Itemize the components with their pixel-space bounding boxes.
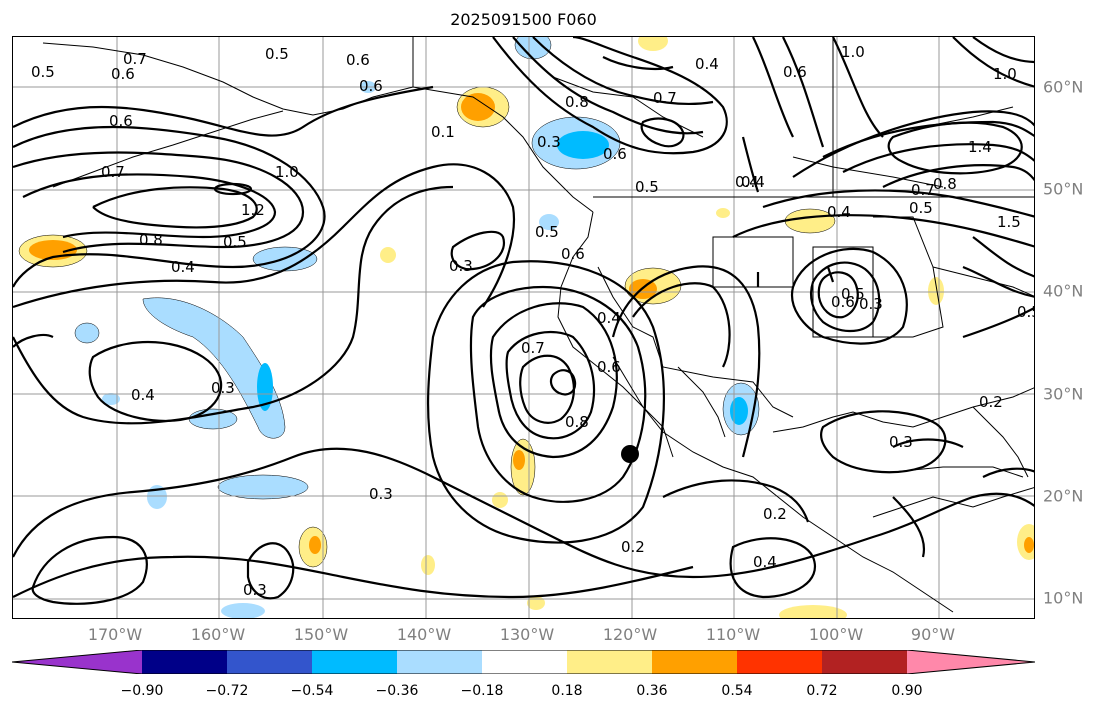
colorbar-swatch bbox=[652, 650, 737, 674]
contour-label: 0.5 bbox=[635, 178, 659, 196]
colorbar-swatch bbox=[397, 650, 482, 674]
lon-label: 150°W bbox=[293, 625, 349, 644]
colorbar-tick: −0.54 bbox=[290, 683, 334, 699]
contour-label: 0.4 bbox=[827, 203, 851, 221]
lat-label: 50°N bbox=[1043, 179, 1084, 199]
contour-label: 0.4 bbox=[171, 258, 195, 276]
contour-label: 0.4 bbox=[735, 173, 759, 191]
lon-label: 90°W bbox=[910, 625, 956, 644]
colorbar-swatch bbox=[482, 650, 567, 674]
lon-label: 100°W bbox=[808, 625, 864, 644]
contour-label: 0.2 bbox=[621, 538, 645, 556]
lat-label: 10°N bbox=[1043, 588, 1084, 608]
contour-label: 0.3 bbox=[889, 433, 913, 451]
map-canvas: 0.5 0.6 0.7 0.6 0.5 0.6 0.6 1.0 0.6 0.4 … bbox=[13, 37, 1035, 618]
colorbar-tick: 0.72 bbox=[806, 683, 838, 699]
contour-label: 0.6 bbox=[111, 65, 135, 83]
contour-label: 0.5 bbox=[31, 63, 55, 81]
colorbar-swatch bbox=[737, 650, 822, 674]
colorbar-swatch bbox=[822, 650, 907, 674]
contour-label: 1.5 bbox=[997, 213, 1021, 231]
contour-label: 0.8 bbox=[139, 231, 163, 249]
contour-label: 0.6 bbox=[346, 51, 370, 69]
colorbar bbox=[12, 650, 1035, 674]
contour-label: 0.6 bbox=[359, 77, 383, 95]
contour-label: 0.2 bbox=[763, 505, 787, 523]
colorbar-tick: 0.54 bbox=[721, 683, 753, 699]
contour-label: 1.0 bbox=[275, 163, 299, 181]
colorbar-swatch bbox=[312, 650, 397, 674]
contour-label: 0.4 bbox=[695, 55, 719, 73]
contour-label: 0.7 bbox=[653, 89, 677, 107]
contour-label: 0.8 bbox=[933, 175, 957, 193]
map-panel[interactable]: 0.5 0.6 0.7 0.6 0.5 0.6 0.6 1.0 0.6 0.4 … bbox=[12, 36, 1035, 619]
colorbar-tick: −0.36 bbox=[375, 683, 419, 699]
contour-label: 0.7 bbox=[123, 50, 147, 68]
contour-label: 0.5 bbox=[841, 285, 865, 303]
colorbar-tick: 0.36 bbox=[636, 683, 668, 699]
colorbar-tick: −0.18 bbox=[460, 683, 504, 699]
colorbar-tick: −0.90 bbox=[120, 683, 164, 699]
lon-label: 130°W bbox=[499, 625, 555, 644]
contour-label: 0.3 bbox=[243, 581, 267, 599]
colorbar-swatch bbox=[567, 650, 652, 674]
contour-label: 0.5 bbox=[909, 199, 933, 217]
colorbar-tick: 0.18 bbox=[551, 683, 583, 699]
contour-label: 0.5 bbox=[535, 223, 559, 241]
lat-label: 40°N bbox=[1043, 281, 1084, 301]
lon-label: 120°W bbox=[602, 625, 658, 644]
contour-label: 0.6 bbox=[561, 245, 585, 263]
contour-label: 1.2 bbox=[241, 201, 265, 219]
contour-label: 0.8 bbox=[565, 93, 589, 111]
contour-label: 0.3 bbox=[537, 133, 561, 151]
contour-label: 0.4 bbox=[753, 553, 777, 571]
contour-label: 0.6 bbox=[603, 145, 627, 163]
contour-label: 0.5 bbox=[223, 233, 247, 251]
contour-label: 0.5 bbox=[1017, 303, 1035, 321]
contour-label: 0.7 bbox=[911, 181, 935, 199]
contour-label: 0.6 bbox=[109, 112, 133, 130]
lat-label: 30°N bbox=[1043, 384, 1084, 404]
colorbar-swatch bbox=[142, 650, 227, 674]
contour-label: 0.6 bbox=[597, 358, 621, 376]
contour-label: 0.7 bbox=[521, 339, 545, 357]
contour-label: 0.4 bbox=[741, 173, 765, 191]
lon-label: 140°W bbox=[396, 625, 452, 644]
contour-label: 0.5 bbox=[265, 45, 289, 63]
contour-label: 1.0 bbox=[993, 65, 1017, 83]
lon-label: 170°W bbox=[87, 625, 143, 644]
contour-label: 1.0 bbox=[841, 43, 865, 61]
contour-label-group: 0.5 0.6 0.7 0.6 0.5 0.6 0.6 1.0 0.6 0.4 … bbox=[31, 43, 1035, 599]
contour-label: 0.4 bbox=[131, 386, 155, 404]
contour-label: 0.6 bbox=[831, 293, 855, 311]
contour-label: 0.8 bbox=[565, 413, 589, 431]
lon-label: 160°W bbox=[190, 625, 246, 644]
contour-label: 0.2 bbox=[979, 393, 1003, 411]
lon-label: 110°W bbox=[705, 625, 761, 644]
map-title: 2025091500 F060 bbox=[450, 10, 597, 29]
contour-label: 0.3 bbox=[859, 295, 883, 313]
colorbar-swatch bbox=[12, 650, 142, 674]
contour-label: 0.3 bbox=[211, 379, 235, 397]
colorbar-swatch bbox=[227, 650, 312, 674]
colorbar-tick: 0.90 bbox=[891, 683, 923, 699]
colorbar-swatch bbox=[907, 650, 1035, 674]
colorbar-tick: −0.72 bbox=[205, 683, 249, 699]
contour-label: 0.6 bbox=[783, 63, 807, 81]
lat-label: 20°N bbox=[1043, 486, 1084, 506]
contour-label: 0.7 bbox=[101, 163, 125, 181]
contour-lines bbox=[13, 37, 1034, 605]
contour-label: 0.3 bbox=[369, 485, 393, 503]
contour-label: 0.1 bbox=[431, 123, 455, 141]
lat-label: 60°N bbox=[1043, 77, 1084, 97]
contour-label: 1.4 bbox=[968, 138, 992, 156]
storm-position-dot[interactable] bbox=[621, 445, 639, 463]
contour-label: 0.4 bbox=[597, 309, 621, 327]
contour-label: 0.3 bbox=[449, 257, 473, 275]
graticule bbox=[13, 37, 1034, 618]
shaded-regions bbox=[18, 37, 1034, 618]
